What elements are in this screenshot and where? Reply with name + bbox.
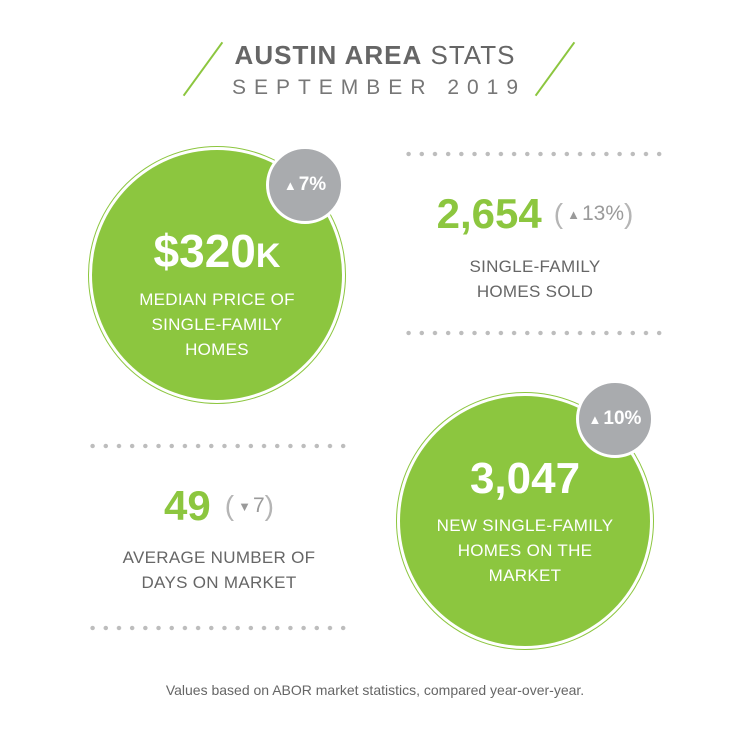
days-on-market-change: (▼ 7) [224, 490, 274, 521]
divider-dotted [402, 330, 666, 336]
new-listings-label-line: NEW SINGLE-FAMILY [436, 516, 614, 535]
days-on-market-value: 49 [164, 482, 211, 529]
median-price-value: $320K [92, 224, 342, 278]
median-price-change-badge: ▲ 7% [266, 146, 344, 224]
divider-dotted [86, 443, 350, 449]
homes-sold-change: (▲ 13%) [553, 198, 634, 229]
new-listings-label: NEW SINGLE-FAMILY HOMES ON THE MARKET [400, 513, 650, 588]
title-light: STATS [430, 40, 516, 70]
days-on-market-stat: 49 (▼ 7) [84, 482, 354, 530]
median-price-suffix: K [255, 237, 281, 275]
days-on-market-change-value: 7 [252, 494, 265, 517]
arrow-down-icon: ▼ [238, 498, 251, 514]
page-subtitle: SEPTEMBER 2019 [231, 76, 527, 99]
median-price-amount: $320 [153, 225, 256, 277]
median-price-change: 7% [298, 174, 327, 195]
homes-sold-label-line: HOMES SOLD [476, 282, 594, 301]
divider-dotted [86, 625, 350, 631]
homes-sold-label-line: SINGLE-FAMILY [469, 257, 601, 276]
divider-dotted [402, 151, 666, 157]
footnote: Values based on ABOR market statistics, … [165, 682, 585, 698]
new-listings-change-badge: ▲ 10% [576, 380, 654, 458]
median-price-label-line: SINGLE-FAMILY [151, 315, 283, 334]
homes-sold-label: SINGLE-FAMILY HOMES SOLD [400, 254, 670, 304]
new-listings-label-line: MARKET [488, 566, 562, 585]
median-price-label: MEDIAN PRICE OF SINGLE-FAMILY HOMES [92, 287, 342, 362]
days-on-market-label-line: DAYS ON MARKET [141, 573, 297, 592]
median-price-label-line: HOMES [185, 340, 249, 359]
days-on-market-label: AVERAGE NUMBER OF DAYS ON MARKET [84, 545, 354, 595]
arrow-up-icon: ▲ [567, 206, 580, 222]
homes-sold-stat: 2,654 (▲ 13%) [400, 190, 670, 238]
new-listings-value: 3,047 [469, 454, 581, 503]
new-listings-change: 10% [603, 408, 642, 429]
new-listings-label-line: HOMES ON THE [457, 541, 593, 560]
arrow-up-icon: ▲ [588, 411, 602, 427]
days-on-market-label-line: AVERAGE NUMBER OF [122, 548, 316, 567]
arrow-up-icon: ▲ [283, 177, 297, 193]
page-title: AUSTIN AREA STATS [0, 40, 750, 71]
homes-sold-value: 2,654 [436, 190, 542, 237]
homes-sold-change-value: 13% [581, 202, 624, 225]
median-price-label-line: MEDIAN PRICE OF [139, 290, 295, 309]
title-bold: AUSTIN AREA [234, 40, 423, 70]
